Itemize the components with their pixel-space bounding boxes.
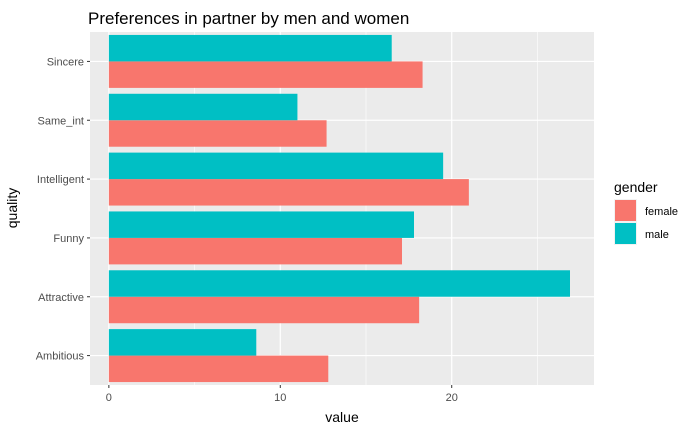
bar-male-ambitious [108,329,257,356]
y-tick-label: Same_int [38,115,84,127]
plot-panel [90,32,594,385]
y-tick-label: Intelligent [37,174,84,186]
y-axis-ticks: Ambitious Attractive Funny Intelligent Same_… [36,56,90,363]
bar-male-intelligent [108,152,444,180]
bar-male-attractive [108,270,570,297]
y-tick-label: Attractive [38,292,84,304]
legend: gender female male [614,179,678,245]
bars [108,34,570,383]
legend-label-female: female [645,206,678,218]
x-axis-ticks: 0 10 20 [106,385,458,404]
legend-swatch-male [615,223,636,244]
legend-items: female male [614,199,678,245]
y-tick-label: Funny [53,233,84,245]
bar-female-sincere [108,61,423,88]
bar-male-funny [108,211,414,238]
x-axis-label: value [325,409,359,425]
legend-title: gender [614,179,658,195]
chart-title: Preferences in partner by men and women [88,9,409,28]
bar-female-attractive [108,296,420,324]
bar-female-same_int [108,120,327,147]
legend-swatch-female [615,200,636,221]
y-tick-label: Sincere [47,56,84,68]
x-tick-label: 10 [274,392,286,404]
bar-female-funny [108,237,402,265]
x-tick-label: 0 [106,392,112,404]
bar-male-sincere [108,34,392,62]
x-tick-label: 20 [446,392,458,404]
bar-female-ambitious [108,355,329,383]
legend-label-male: male [645,229,669,241]
bar-female-intelligent [108,179,469,206]
bar-male-same_int [108,93,298,121]
y-axis-label: quality [4,188,20,228]
y-tick-label: Ambitious [36,351,85,363]
